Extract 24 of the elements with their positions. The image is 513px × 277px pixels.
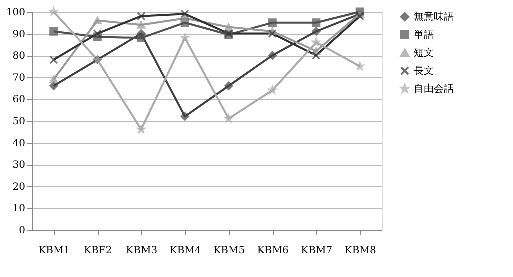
legend-label: 無意味語	[414, 11, 454, 23]
x-tick-label: KBM7	[301, 246, 333, 256]
y-tick-label: 40	[12, 138, 26, 150]
y-tick-label: 10	[12, 204, 26, 215]
y-tick-label: 50	[12, 116, 26, 128]
x-tick-label: KBM6	[257, 246, 289, 256]
y-tick-label: 30	[12, 160, 26, 172]
legend-label: 自由会話	[414, 83, 454, 95]
y-tick-label: 90	[12, 29, 26, 40]
x-tick-label: KBM3	[126, 246, 158, 256]
x-tick-label: KBF2	[84, 246, 112, 256]
legend-label: 短文	[414, 47, 434, 59]
y-tick-label: 100	[6, 8, 26, 18]
y-tick-label: 60	[12, 94, 26, 106]
x-tick-label: KBM1	[38, 246, 70, 256]
y-tick-label: 20	[12, 182, 26, 193]
x-tick-label: KBM5	[214, 246, 246, 256]
legend-label: 長文	[414, 65, 434, 77]
x-tick-label: KBM4	[170, 246, 202, 256]
x-tick-label: KBM8	[344, 246, 376, 256]
y-tick-label: 80	[12, 51, 26, 62]
y-tick-label: 70	[12, 72, 26, 84]
legend-label: 単語	[414, 29, 434, 41]
y-tick-label: 0	[19, 226, 26, 236]
